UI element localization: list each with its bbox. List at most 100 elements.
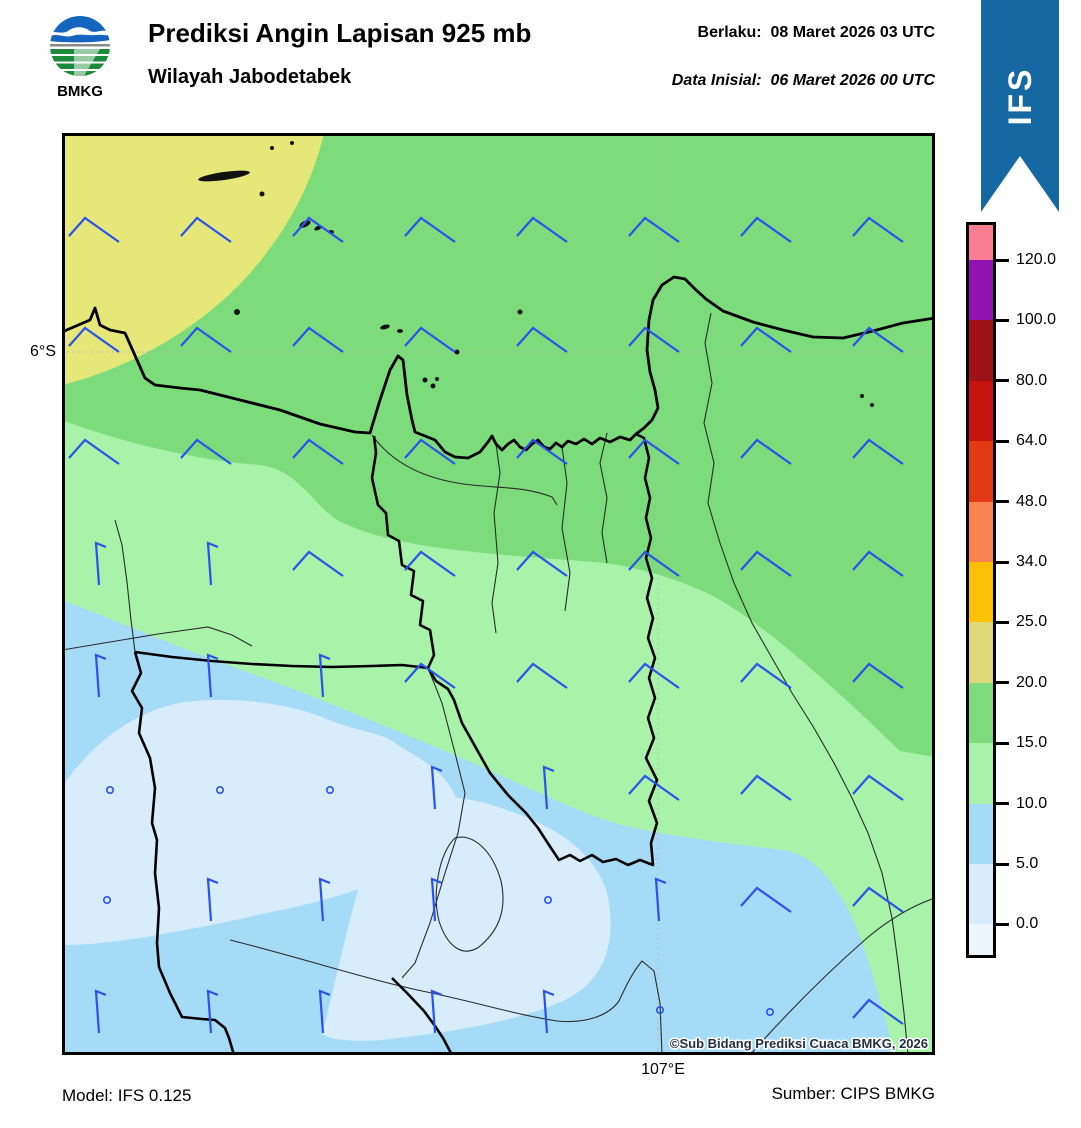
colorbar-tick — [996, 802, 1009, 806]
ribbon-label: IFS — [1002, 67, 1038, 126]
wind-map-canvas: ©Sub Bidang Prediksi Cuaca BMKG, 2026 — [61, 133, 936, 1056]
wind-barb — [740, 774, 792, 801]
wind-barb — [404, 216, 456, 243]
wind-barb — [180, 326, 232, 353]
colorbar-tick — [996, 258, 1009, 262]
calm-wind-marker — [216, 785, 225, 794]
wind-barb — [206, 877, 219, 922]
colorbar-tick — [996, 500, 1009, 504]
wind-barb — [94, 653, 107, 698]
colorbar-tick — [996, 620, 1009, 624]
wind-barb — [430, 989, 443, 1034]
wind-barb — [430, 877, 443, 922]
model-ribbon: IFS — [981, 0, 1059, 217]
wind-barb — [404, 550, 456, 577]
wind-barb — [740, 326, 792, 353]
wind-barb — [852, 662, 904, 689]
colorbar-segment — [969, 743, 993, 804]
colorbar-segment — [969, 260, 993, 321]
wind-barb — [654, 877, 667, 922]
colorbar-segment — [969, 622, 993, 683]
colorbar-tick — [996, 862, 1009, 866]
colorbar-segment — [969, 863, 993, 925]
wind-barb — [852, 438, 904, 465]
wind-barb — [404, 662, 456, 689]
colorbar-segment — [969, 924, 993, 956]
wind-barb — [68, 216, 120, 243]
wind-barb — [628, 326, 680, 353]
model-label: Model: IFS 0.125 — [62, 1086, 192, 1105]
wind-map: ©Sub Bidang Prediksi Cuaca BMKG, 2026 — [61, 133, 936, 1056]
wind-barb — [206, 541, 219, 586]
wind-barb — [68, 326, 120, 353]
colorbar — [966, 222, 996, 958]
colorbar-tick — [996, 439, 1009, 443]
calm-wind-marker — [765, 1007, 774, 1016]
wind-barb — [206, 989, 219, 1034]
colorbar-segment — [969, 803, 993, 864]
colorbar-tick-label: 100.0 — [1016, 311, 1057, 329]
page-subtitle: Wilayah Jabodetabek — [148, 66, 352, 88]
wind-barb — [206, 653, 219, 698]
wind-barb — [740, 438, 792, 465]
wind-barb — [318, 653, 331, 698]
wind-barb — [628, 550, 680, 577]
wind-barb — [740, 886, 792, 913]
colorbar-segment — [969, 682, 993, 744]
map-frame — [62, 133, 935, 1055]
colorbar-tick-label: 80.0 — [1016, 371, 1048, 389]
calm-wind-marker — [655, 1005, 664, 1014]
wind-barb — [516, 438, 568, 465]
wind-barb — [516, 216, 568, 243]
wind-barb — [740, 550, 792, 577]
colorbar-segment — [969, 225, 993, 260]
bmkg-logo: BMKG — [44, 14, 116, 100]
wind-barb — [542, 765, 555, 810]
colorbar-tick — [996, 741, 1009, 745]
calm-wind-marker — [105, 785, 114, 794]
page-title: Prediksi Angin Lapisan 925 mb — [148, 18, 532, 48]
wind-barb — [516, 550, 568, 577]
wind-barb — [628, 438, 680, 465]
colorbar-tick — [996, 318, 1009, 322]
colorbar-tick — [996, 681, 1009, 685]
initial-time-label: Data Inisial: 06 Maret 2026 00 UTC — [671, 72, 935, 89]
wind-barb — [292, 550, 344, 577]
colorbar-segment — [969, 561, 993, 623]
wind-barb — [68, 438, 120, 465]
wind-barb — [852, 886, 904, 913]
ribbon-banner-shape — [981, 0, 1059, 212]
latitude-label: 6°S — [30, 343, 56, 360]
colorbar-tick-label: 64.0 — [1016, 432, 1048, 450]
wind-barb — [852, 774, 904, 801]
wind-barbs-layer — [68, 216, 904, 1034]
colorbar-tick — [996, 922, 1009, 926]
colorbar-tick-label: 120.0 — [1016, 251, 1057, 268]
bmkg-logo-text: BMKG — [57, 83, 103, 100]
colorbar-tick-label: 48.0 — [1016, 492, 1048, 510]
wind-barb — [628, 216, 680, 243]
wind-barb — [404, 326, 456, 353]
province-boundaries — [130, 432, 659, 1056]
wind-barb — [94, 989, 107, 1034]
wind-barb — [292, 438, 344, 465]
wind-barb — [404, 438, 456, 465]
colorbar-tick — [996, 560, 1009, 564]
admin-boundaries — [61, 312, 936, 1056]
coastline — [61, 275, 936, 460]
wind-barb — [292, 216, 344, 243]
colorbar-segment — [969, 380, 993, 442]
wind-barb — [292, 326, 344, 353]
colorbar-segment — [969, 501, 993, 562]
wind-barb — [628, 662, 680, 689]
calm-wind-marker — [102, 895, 111, 904]
colorbar-tick-label: 20.0 — [1016, 673, 1048, 691]
colorbar-tick-label: 15.0 — [1016, 734, 1048, 752]
colorbar-tick-label: 25.0 — [1016, 613, 1048, 631]
source-label: Sumber: CIPS BMKG — [771, 1084, 935, 1103]
wind-barb — [852, 550, 904, 577]
calm-wind-marker — [325, 785, 334, 794]
valid-time-label: Berlaku: 08 Maret 2026 03 UTC — [697, 24, 935, 41]
colorbar-tick-label: 10.0 — [1016, 794, 1048, 812]
